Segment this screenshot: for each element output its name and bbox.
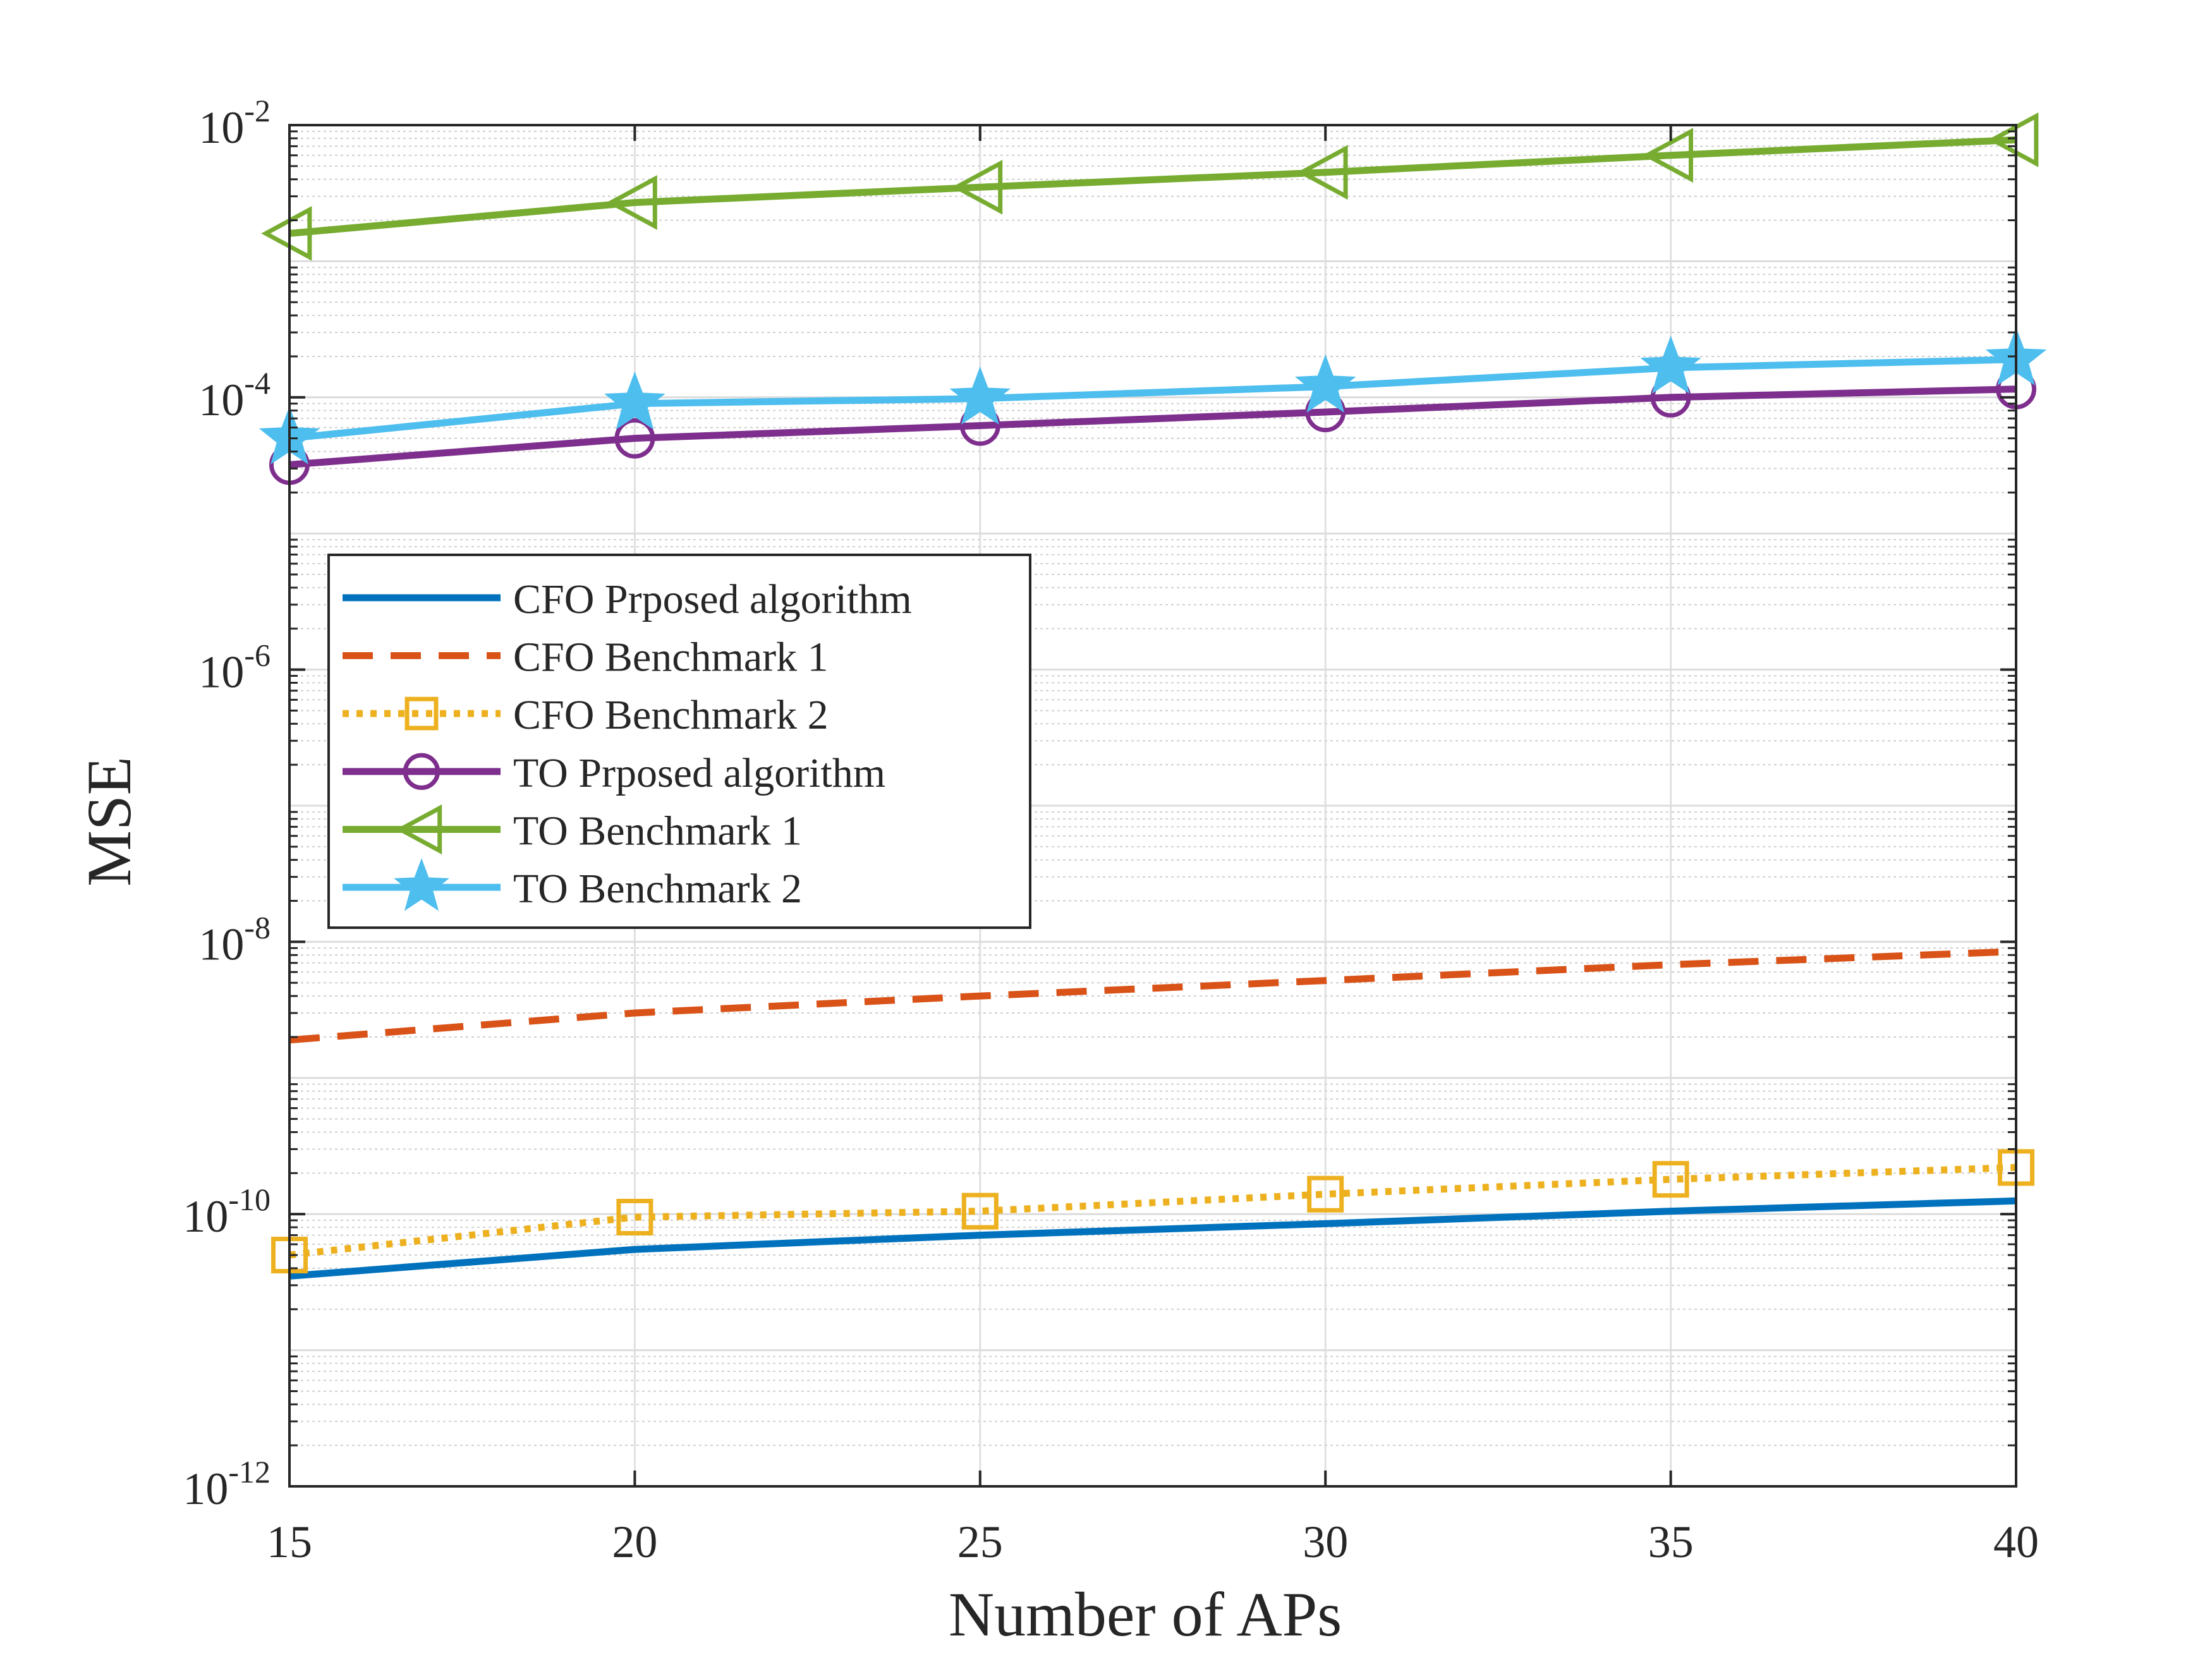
series-line — [289, 356, 2017, 442]
marker-square — [616, 1198, 653, 1235]
series-line — [289, 385, 2017, 468]
y-tick-label: 10-12 — [183, 1454, 270, 1514]
legend-entry: CFO Benchmark 2 — [343, 692, 829, 738]
marker-star — [1294, 354, 1356, 413]
legend-entry: CFO Benchmark 1 — [343, 634, 829, 681]
legend-box — [327, 554, 1031, 929]
data-series — [258, 112, 2047, 1280]
legend-entry: CFO Prposed algorithm — [343, 576, 912, 622]
legend-entry: TO Benchmark 2 — [343, 858, 802, 912]
x-tick-label: 20 — [612, 1517, 657, 1567]
x-tick-label: 25 — [957, 1517, 1003, 1567]
x-axis-label: Number of APs — [949, 1579, 1342, 1649]
marker-square — [1307, 1175, 1344, 1213]
y-tick-label: 10-8 — [198, 909, 270, 969]
marker-triangle — [395, 804, 442, 855]
series-to-benchmark-1 — [261, 112, 2039, 261]
marker-triangle — [951, 159, 1003, 215]
series-line — [289, 1163, 2017, 1259]
x-tick-label: 40 — [1993, 1517, 2039, 1567]
series-cfo-benchmark-1 — [289, 948, 2017, 1044]
marker-triangle — [1988, 112, 2039, 167]
legend-label: TO Benchmark 2 — [513, 866, 802, 912]
marker-circle — [403, 753, 441, 790]
marker-star — [394, 858, 449, 911]
legend-entry: TO Prposed algorithm — [343, 750, 885, 796]
axis-labels: Number of APs MSE — [74, 756, 1342, 1649]
x-tick-label: 35 — [1648, 1517, 1694, 1567]
marker-star — [949, 366, 1011, 425]
legend: CFO Prposed algorithm CFO Benchmark 1 CFO … — [327, 554, 1031, 929]
plot-frame — [288, 124, 2017, 1488]
x-tick-label: 30 — [1303, 1517, 1348, 1567]
marker-triangle — [1642, 128, 1693, 183]
legend-label: TO Benchmark 1 — [513, 808, 802, 854]
marker-square — [961, 1192, 999, 1230]
marker-circle — [614, 418, 655, 459]
marker-triangle — [1297, 145, 1348, 200]
legend-label: CFO Benchmark 1 — [513, 634, 829, 681]
legend-entry: TO Benchmark 1 — [343, 804, 802, 855]
x-tick-label: 15 — [267, 1517, 312, 1567]
marker-star — [1640, 336, 1701, 394]
marker-triangle — [606, 175, 657, 230]
marker-star — [604, 371, 665, 430]
y-tick-label: 10-2 — [198, 93, 270, 153]
y-axis-label: MSE — [74, 756, 144, 887]
axes: 15 20 25 30 35 40 10-12 10-10 10-8 10-6 10-4 10-2 — [183, 93, 2039, 1567]
marker-triangle — [261, 206, 312, 261]
y-tick-label: 10-4 — [198, 365, 270, 425]
marker-square — [404, 696, 439, 731]
legend-label: CFO Benchmark 2 — [513, 692, 829, 738]
series-line — [289, 136, 2017, 237]
legend-label: CFO Prposed algorithm — [513, 576, 912, 622]
series-line — [289, 1197, 2017, 1280]
series-line — [289, 948, 2017, 1044]
marker-square — [1652, 1161, 1689, 1198]
y-tick-label: 10-10 — [183, 1182, 270, 1242]
legend-label: TO Prposed algorithm — [513, 750, 885, 796]
series-cfo-prposed-algorithm — [289, 1197, 2017, 1280]
y-tick-label: 10-6 — [198, 638, 270, 698]
